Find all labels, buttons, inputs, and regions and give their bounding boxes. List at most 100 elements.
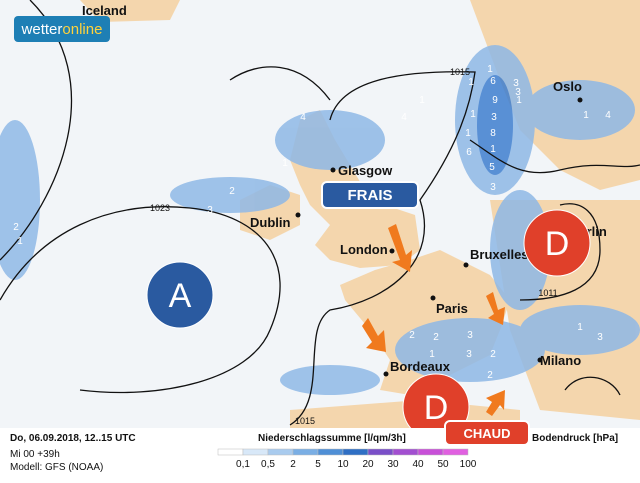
cold-label: FRAIS [348,187,393,204]
cold-box [321,181,419,209]
legend-tick: 2 [290,459,296,470]
precip-value: 3 [490,182,496,193]
precip-area [520,305,640,355]
pressure-title: Bodendruck [hPa] [532,433,618,444]
precip-value: 6 [490,76,496,87]
precip-value: 3 [513,78,519,89]
legend-tick: 100 [460,459,477,470]
precip-value: 3 [466,349,472,360]
legend-tick: 0,1 [236,459,250,470]
legend-swatch [442,448,469,456]
precip-value: 2 [229,186,235,197]
city-dot [537,357,543,363]
pressure-marker [523,209,591,277]
legend-tick: 10 [337,459,349,470]
logo-part: wetter [21,21,63,38]
legend-tick: 20 [362,459,374,470]
precip-area [477,75,513,175]
logo-part: online [62,21,102,38]
precip-area [280,365,380,395]
precip-area [525,80,635,140]
arrows [362,224,505,416]
isobar-label: 1023 [150,203,170,213]
precip-value: 2 [433,332,439,343]
precip-value: 1 [583,110,589,121]
legend-tick: 40 [412,459,424,470]
legend-swatch [317,448,344,456]
pressure-label: D [424,389,449,427]
precip-value: 3 [467,330,473,341]
legend-tick: 5 [315,459,321,470]
legend-swatch [367,448,394,456]
precip-value: 4 [300,112,306,123]
legend-swatch [342,448,369,456]
legend-tick: 50 [437,459,449,470]
precip-value: 4 [605,110,611,121]
precip-value: 1 [516,95,522,106]
legend-swatch [242,448,269,456]
city-dot [430,295,436,301]
date: Do, 06.09.2018, 12..15 UTC [10,433,136,444]
precip-value: 4 [401,112,407,123]
isobar [469,139,640,174]
precip-value: 1 [419,95,425,106]
city-label: Bordeaux [390,359,451,374]
arrow [486,292,505,325]
logo: wetteronline [21,21,103,38]
pressure-label: A [169,277,192,315]
warm-label: CHAUD [464,426,511,441]
precip-value: 1 [487,64,493,75]
legend-tick: 0,5 [261,459,275,470]
isobar [564,376,621,396]
city-label: Glasgow [338,163,393,178]
precip-value: 1 [465,128,471,139]
run: Mi 00 +39h [10,449,60,460]
precip-area [0,120,40,280]
city-dot [577,97,583,103]
arrow [362,318,386,352]
legend-tick: 30 [387,459,399,470]
pressure-marker [146,261,214,329]
arrow [388,224,412,272]
isobar [229,66,331,101]
city-label: Paris [436,301,468,316]
city-label: Dublin [250,215,290,230]
precip-value: 1 [429,349,435,360]
precip-value: 2 [490,349,496,360]
logo-box [14,16,110,42]
arrow [486,390,505,416]
legend-swatch [417,448,444,456]
legend-swatch [392,448,419,456]
city-dot [383,371,389,377]
city-label: Iceland [82,3,127,18]
precip-value: 6 [466,147,472,158]
precip-value: 1 [282,158,288,169]
precip-value: 2 [487,370,493,381]
city-label: Milano [540,353,581,368]
precip-value: 3 [491,112,497,123]
legend-swatch [217,448,244,456]
city-label: Oslo [553,79,582,94]
precip-value: 9 [492,95,498,106]
precipitation [0,45,640,395]
city-dot [463,262,469,268]
precip-value: 3 [207,205,213,216]
city-dot [295,212,301,218]
precip-value: 1 [490,144,496,155]
isobar-label: 1015 [450,67,470,77]
model: Modell: GFS (NOAA) [10,462,103,473]
precip-area [275,110,385,170]
warm-box [444,420,530,446]
precip-title: Niederschlagssumme [l/qm/3h] [258,433,406,444]
precip-value: 8 [490,128,496,139]
city-dot [330,167,336,173]
isobar [0,206,281,394]
pressure-label: D [545,225,570,263]
precip-value: 1 [468,77,474,88]
isobar [519,203,601,301]
precip-value: 3 [515,87,521,98]
precip-value: 1 [577,322,583,333]
legend-swatch [267,448,294,456]
